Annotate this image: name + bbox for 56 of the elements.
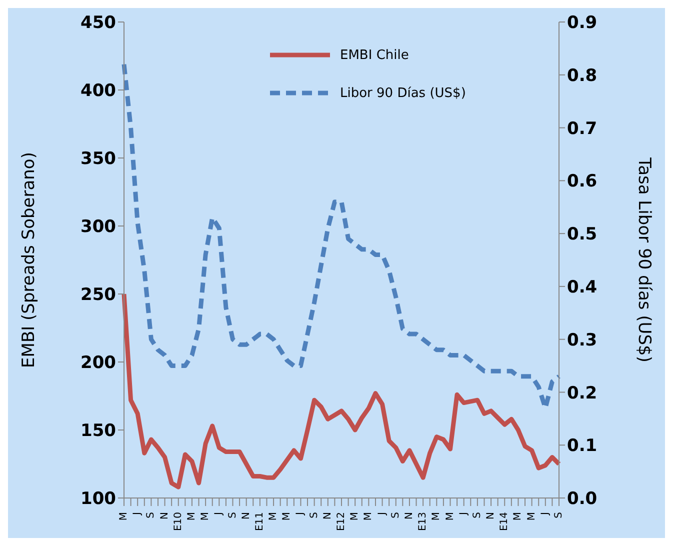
y-tick-label: 350	[80, 149, 116, 170]
y-tick-label: 250	[80, 285, 116, 306]
x-tick-label: M	[186, 512, 198, 521]
x-tick-label: E12	[336, 512, 347, 532]
x-tick-label: N	[240, 512, 252, 520]
x-tick-label: M	[350, 512, 361, 521]
y2-tick-label: 0.0	[567, 489, 598, 510]
y2-axis-title: Tasa Libor 90 días (US$)	[634, 156, 654, 362]
x-tick-label: E11	[254, 512, 266, 532]
x-tick-label: S	[227, 512, 238, 518]
y-tick-label: 400	[80, 81, 116, 102]
y2-tick-label: 0.8	[567, 66, 598, 86]
legend-label: EMBI Chile	[340, 48, 409, 62]
y-tick-label: 200	[80, 353, 116, 374]
y-tick-label: 300	[80, 217, 116, 238]
x-tick-label: J	[295, 512, 306, 516]
y2-tick-label: 0.7	[567, 118, 598, 139]
x-tick-label: S	[554, 512, 564, 518]
y2-tick-label: 0.6	[567, 172, 598, 192]
legend-label: Libor 90 Días (US$)	[340, 86, 466, 100]
y2-tick-label: 0.1	[567, 436, 598, 456]
x-tick-label: E10	[172, 512, 184, 532]
x-tick-label: J	[132, 512, 144, 516]
x-tick-label: M	[431, 512, 442, 521]
x-tick-label: M	[363, 512, 374, 521]
x-tick-label: M	[200, 512, 212, 521]
x-tick-label: J	[458, 512, 470, 516]
x-tick-label: E14	[499, 512, 510, 532]
x-tick-label: N	[322, 512, 334, 520]
x-tick-label: E13	[418, 512, 429, 532]
x-tick-label: M	[526, 512, 538, 521]
x-tick-label: S	[146, 512, 157, 518]
x-tick-label: M	[444, 512, 456, 521]
x-tick-label: M	[282, 512, 293, 521]
y-axis-title: EMBI (Spreads Soberano)	[19, 152, 40, 368]
x-tick-label: M	[118, 512, 130, 521]
x-tick-label: M	[512, 512, 524, 521]
x-tick-label: S	[472, 512, 483, 518]
y2-tick-label: 0.2	[567, 383, 598, 404]
x-tick-label: J	[214, 512, 225, 516]
y2-tick-label: 0.5	[567, 224, 598, 245]
y-tick-label: 100	[80, 489, 116, 510]
x-tick-label: N	[159, 512, 170, 520]
y-tick-label: 450	[80, 13, 116, 34]
line-series	[122, 292, 562, 490]
x-tick-label: M	[268, 512, 280, 521]
x-tick-label: N	[486, 512, 497, 520]
x-tick-label: J	[376, 512, 388, 516]
x-tick-label: S	[390, 512, 402, 518]
x-tick-label: N	[404, 512, 415, 520]
y-tick-label: 150	[80, 421, 116, 442]
y2-tick-label: 0.4	[567, 277, 598, 298]
y2-tick-label: 0.3	[567, 330, 598, 350]
x-tick-label: J	[540, 512, 551, 516]
y2-tick-label: 0.9	[567, 13, 598, 34]
x-tick-label: S	[308, 512, 320, 518]
